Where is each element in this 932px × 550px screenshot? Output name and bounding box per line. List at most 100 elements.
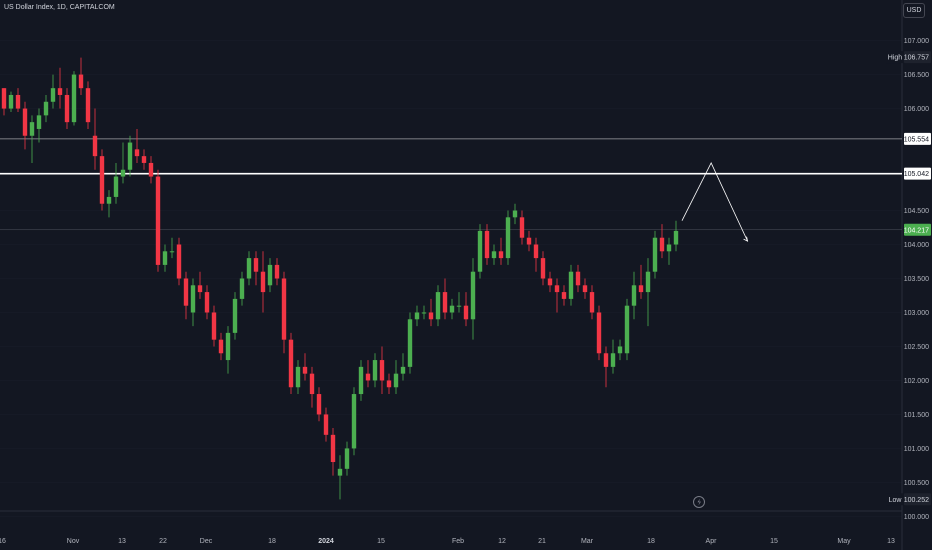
candle-body bbox=[561, 292, 567, 299]
candle-body bbox=[127, 142, 133, 170]
time-tick-label: 21 bbox=[538, 538, 546, 545]
candle-up bbox=[351, 387, 357, 456]
level-price-tag-main-bg bbox=[904, 167, 931, 180]
candle-body bbox=[120, 169, 126, 177]
candle-body bbox=[547, 278, 553, 286]
low-price-tag-bg bbox=[904, 493, 931, 506]
candle-up bbox=[568, 264, 574, 306]
candle-body bbox=[134, 149, 140, 157]
candle-body bbox=[533, 244, 539, 259]
candle-up bbox=[337, 455, 343, 500]
candle-up bbox=[414, 305, 420, 327]
price-tick-label: 104.000 bbox=[904, 242, 929, 249]
level-price-tag-upper: 105.554 bbox=[904, 132, 931, 145]
candle-body bbox=[463, 305, 469, 320]
candle-down bbox=[638, 264, 644, 299]
candle-body bbox=[540, 258, 546, 279]
candle-up bbox=[120, 142, 126, 184]
current-price-tag-value: 104.217 bbox=[904, 227, 929, 234]
time-tick-label: Apr bbox=[706, 538, 718, 545]
candle-down bbox=[442, 278, 448, 320]
candle-up bbox=[400, 353, 406, 381]
candle-up bbox=[470, 258, 476, 340]
candle-up bbox=[246, 251, 252, 286]
candle-down bbox=[540, 251, 546, 286]
candle-down bbox=[498, 237, 504, 265]
candle-up bbox=[267, 258, 273, 293]
candle-down bbox=[204, 285, 210, 320]
candle-down bbox=[218, 332, 224, 361]
candle-body bbox=[274, 264, 280, 279]
candle-down bbox=[547, 271, 553, 293]
level-price-tag-main: 105.042 bbox=[904, 167, 931, 180]
time-tick-label: 2024 bbox=[318, 538, 334, 545]
candle-body bbox=[393, 373, 399, 388]
candle-down bbox=[533, 237, 539, 272]
price-tick-label: 103.000 bbox=[904, 310, 929, 317]
candle-body bbox=[435, 292, 441, 320]
candle-up bbox=[71, 71, 77, 126]
candle-down bbox=[260, 251, 266, 313]
candle-up bbox=[435, 285, 441, 327]
candle-up bbox=[421, 305, 427, 320]
candle-down bbox=[134, 128, 140, 163]
candle-down bbox=[561, 285, 567, 306]
candle-up bbox=[162, 244, 168, 272]
candle-down bbox=[365, 360, 371, 388]
candle-body bbox=[253, 258, 259, 272]
candle-down bbox=[575, 264, 581, 293]
candle-body bbox=[652, 237, 658, 272]
candle-body bbox=[141, 156, 147, 163]
candle-body bbox=[85, 88, 91, 123]
price-tick-label: 100.000 bbox=[904, 514, 929, 521]
candle-up bbox=[36, 108, 42, 143]
candle-down bbox=[519, 210, 525, 245]
candle-body bbox=[169, 251, 175, 253]
price-axis[interactable]: 107.000 106.500 106.000 104.500 104.000 103.5… bbox=[886, 38, 931, 521]
candle-down bbox=[85, 81, 91, 129]
current-price-tag-bg bbox=[904, 223, 931, 236]
price-tick-label: 100.500 bbox=[904, 480, 929, 487]
price-tick-label: 104.500 bbox=[904, 208, 929, 215]
candle-up bbox=[456, 292, 462, 313]
candle-body bbox=[575, 271, 581, 286]
candle-body bbox=[43, 101, 49, 116]
candle-down bbox=[1, 88, 7, 116]
price-tick-label: 102.500 bbox=[904, 344, 929, 351]
candle-up bbox=[344, 441, 350, 476]
candle-up bbox=[50, 74, 56, 109]
candle-down bbox=[57, 67, 63, 109]
candle-body bbox=[330, 434, 336, 463]
candle-body bbox=[603, 353, 609, 367]
candle-body bbox=[162, 251, 168, 265]
currency-button[interactable]: USD bbox=[903, 3, 925, 18]
candle-down bbox=[141, 149, 147, 170]
candle-up bbox=[8, 91, 14, 112]
high-price-tag-value: 106.757 bbox=[904, 55, 929, 62]
candle-up bbox=[512, 203, 518, 225]
candle-body bbox=[477, 230, 483, 272]
price-tick-label: 101.000 bbox=[904, 446, 929, 453]
lightning-icon[interactable] bbox=[693, 496, 705, 508]
candle-body bbox=[484, 230, 490, 259]
candlestick-series bbox=[1, 57, 679, 500]
candle-down bbox=[379, 346, 385, 395]
candle-body bbox=[148, 162, 154, 177]
candle-up bbox=[169, 237, 175, 259]
candle-up bbox=[393, 360, 399, 395]
candle-down bbox=[99, 149, 105, 211]
time-tick-label: 15 bbox=[377, 538, 385, 545]
candle-body bbox=[582, 285, 588, 293]
high-price-tag-bg bbox=[904, 51, 931, 64]
price-tick-label: 103.500 bbox=[904, 276, 929, 283]
candle-body bbox=[673, 230, 679, 245]
time-axis[interactable]: 16 Nov 13 22 Dec 18 2024 15 Feb 12 21 Mar 18 Apr 15 May… bbox=[0, 538, 895, 545]
candle-down bbox=[428, 298, 434, 327]
candle-down bbox=[155, 169, 161, 272]
low-price-tag-caption-bg bbox=[886, 493, 904, 506]
candle-down bbox=[603, 346, 609, 388]
candle-body bbox=[666, 244, 672, 252]
projection-path bbox=[681, 162, 749, 242]
candle-down bbox=[78, 57, 84, 95]
